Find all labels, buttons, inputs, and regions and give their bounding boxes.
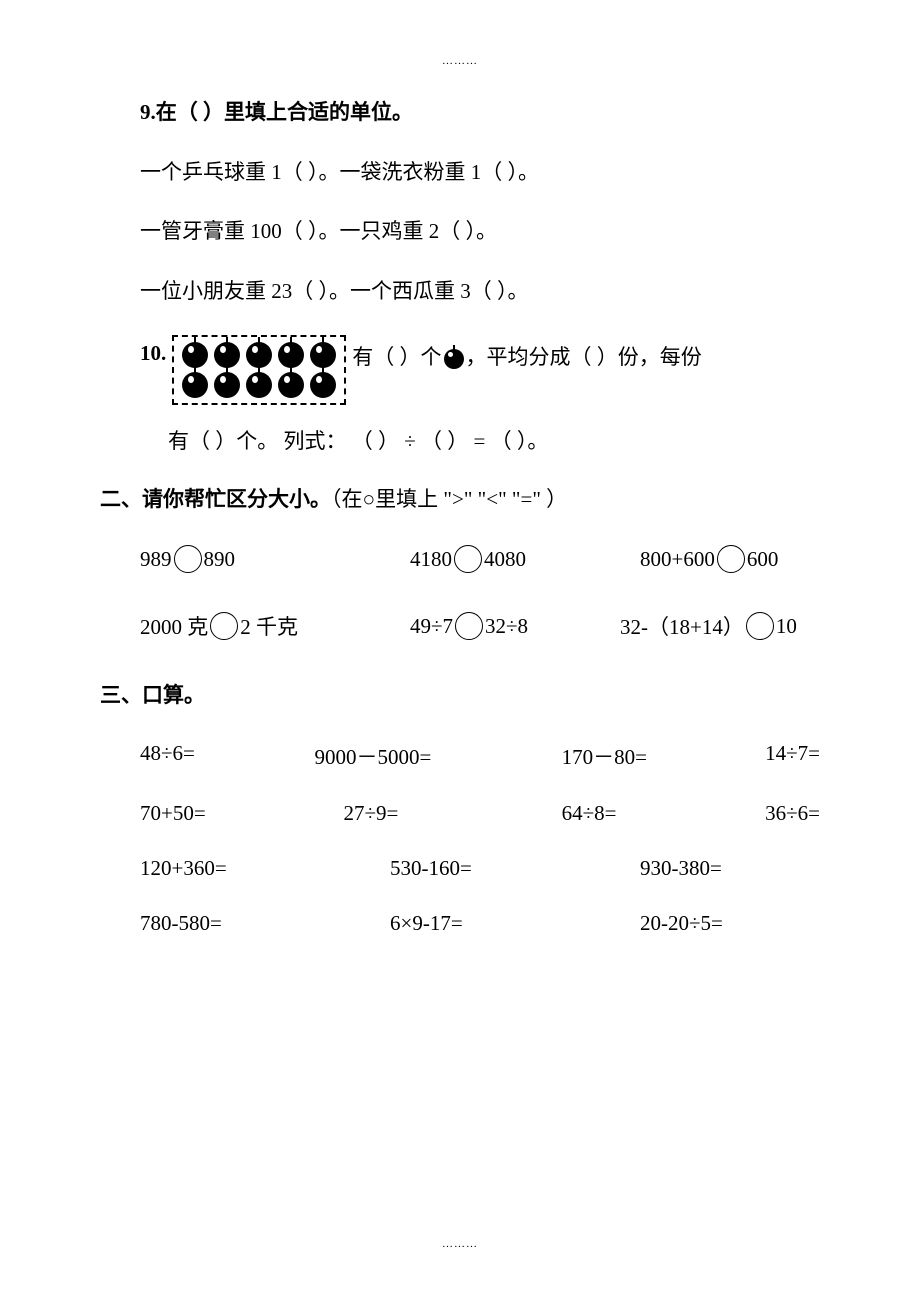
calc-item: 9000－5000= (314, 741, 561, 771)
compare-item: 4180 4080 (410, 545, 640, 573)
calc-row-3: 120+360= 530-160= 930-380= (140, 856, 820, 881)
compare-item: 800+600 600 (640, 545, 778, 573)
section2-title-normal: （在○里填上 ">" "<" "=" ） (331, 487, 567, 511)
q9-line1: 一个乒乓球重 1（ ）。一袋洗衣粉重 1（ ）。 (140, 157, 820, 189)
circle-blank (746, 612, 774, 640)
q9-title-text: 在（ ）里填上合适的单位。 (156, 100, 413, 124)
apple-icon (182, 372, 208, 398)
section3-header: 三、口算。 (100, 679, 820, 709)
q10-text-right: 有（ ）个 ，平均分成（ ）份，每份 (346, 335, 702, 371)
compare-item: 2000 克 2 千克 (140, 611, 410, 641)
calc-row-1: 48÷6= 9000－5000= 170－80= 14÷7= (140, 741, 820, 771)
cmp-b: 600 (747, 547, 779, 572)
apple-icon (278, 372, 304, 398)
calc-item: 20-20÷5= (640, 911, 723, 936)
q10-line2: 有（ ）个。 列式： （ ） ÷ （ ） = （ ）。 (168, 425, 820, 455)
q9-l2b: 一只鸡重 2（ ）。 (340, 219, 498, 243)
circle-blank (174, 545, 202, 573)
cmp-a: 2000 克 (140, 611, 208, 641)
calc-item: 170－80= (562, 741, 766, 771)
compare-item: 32-（18+14） 10 (620, 611, 797, 641)
calc-item: 14÷7= (765, 741, 820, 771)
apple-icon (246, 342, 272, 368)
q10-r1a: 有（ ）个 (352, 345, 441, 369)
cmp-b: 2 千克 (240, 611, 298, 641)
cmp-a: 49÷7 (410, 614, 453, 639)
calc-item: 6×9-17= (390, 911, 640, 936)
cmp-a: 989 (140, 547, 172, 572)
apple-icon (444, 349, 464, 369)
cmp-b: 890 (204, 547, 236, 572)
q10-r1b: ，平均分成（ ）份，每份 (466, 345, 702, 369)
q9-l2a: 一管牙膏重 100（ ）。 (140, 219, 340, 243)
q9-number: 9. (140, 100, 156, 124)
circle-blank (454, 545, 482, 573)
calc-item: 70+50= (140, 801, 344, 826)
apple-icon (214, 372, 240, 398)
calc-item: 64÷8= (562, 801, 766, 826)
section2-header: 二、请你帮忙区分大小。（在○里填上 ">" "<" "=" ） (100, 483, 820, 513)
cmp-b: 32÷8 (485, 614, 528, 639)
calc-item: 36÷6= (765, 801, 820, 826)
apple-icon (214, 342, 240, 368)
q9-l3b: 一个西瓜重 3（ ）。 (350, 279, 529, 303)
q9-line3: 一位小朋友重 23（ ）。一个西瓜重 3（ ）。 (140, 276, 820, 308)
cmp-a: 800+600 (640, 547, 715, 572)
q9-l1b: 一袋洗衣粉重 1（ ）。 (340, 160, 540, 184)
calc-row-2: 70+50= 27÷9= 64÷8= 36÷6= (140, 801, 820, 826)
compare-row-2: 2000 克 2 千克 49÷7 32÷8 32-（18+14） 10 (140, 611, 820, 641)
q10: 10. 有（ ）个 ，平均分成（ ）份，每份 有（ ）个。 列式： （ ） ÷ （… (140, 335, 820, 455)
q9-l1a: 一个乒乓球重 1（ ）。 (140, 160, 340, 184)
circle-blank (210, 612, 238, 640)
cmp-b: 4080 (484, 547, 526, 572)
cmp-a: 4180 (410, 547, 452, 572)
apple-icon (278, 342, 304, 368)
calc-item: 930-380= (640, 856, 722, 881)
apple-icon (182, 342, 208, 368)
apple-icon (310, 372, 336, 398)
q10-number: 10. (140, 335, 166, 366)
compare-item: 49÷7 32÷8 (410, 611, 620, 641)
calc-item: 27÷9= (344, 801, 562, 826)
cmp-b: 10 (776, 614, 797, 639)
footer-dots: ……… (0, 1238, 920, 1250)
circle-blank (455, 612, 483, 640)
apple-icon (310, 342, 336, 368)
calc-item: 530-160= (390, 856, 640, 881)
compare-item: 989 890 (140, 545, 410, 573)
calc-item: 780-580= (140, 911, 390, 936)
calc-row-4: 780-580= 6×9-17= 20-20÷5= (140, 911, 820, 936)
q9-title: 9.在（ ）里填上合适的单位。 (140, 97, 820, 129)
cmp-a: 32-（18+14） (620, 611, 744, 641)
header-dots: ……… (100, 55, 820, 67)
calc-item: 120+360= (140, 856, 390, 881)
apple-grid (172, 335, 346, 405)
circle-blank (717, 545, 745, 573)
apple-icon (246, 372, 272, 398)
section2-title-bold: 二、请你帮忙区分大小。 (100, 487, 331, 511)
calc-item: 48÷6= (140, 741, 314, 771)
q9-l3a: 一位小朋友重 23（ ）。 (140, 279, 350, 303)
compare-row-1: 989 890 4180 4080 800+600 600 (140, 545, 820, 573)
q9-line2: 一管牙膏重 100（ ）。一只鸡重 2（ ）。 (140, 216, 820, 248)
